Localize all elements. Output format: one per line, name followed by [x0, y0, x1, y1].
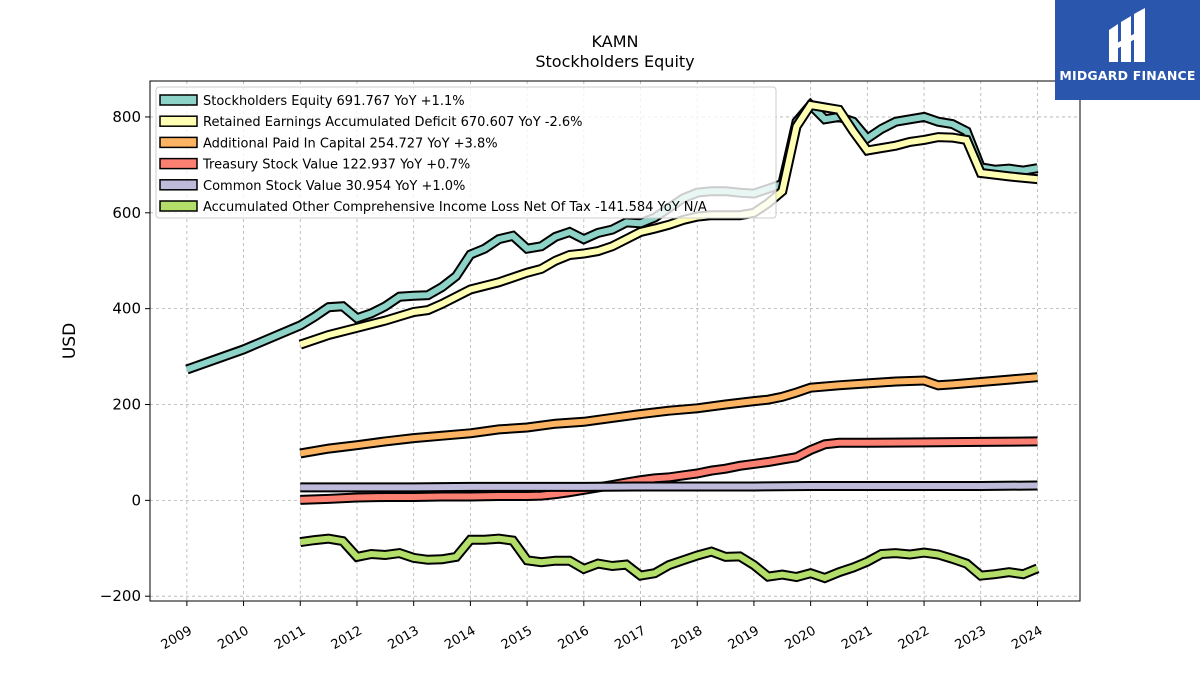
x-tick-label: 2014	[442, 623, 478, 653]
legend-swatch	[159, 115, 198, 127]
series-6	[299, 533, 1040, 584]
x-tick-label: 2017	[612, 623, 648, 653]
y-tick-label: 400	[112, 300, 141, 318]
y-tick-label: 0	[131, 491, 141, 509]
x-tick-label: 2009	[159, 623, 195, 653]
series-3	[299, 372, 1038, 459]
legend-swatch	[159, 179, 198, 191]
series-line	[299, 535, 1039, 582]
series-4	[300, 436, 1038, 505]
y-tick-label: 800	[112, 108, 141, 126]
plot-frame	[149, 80, 1081, 602]
legend-label: Additional Paid In Capital 254.727 YoY +…	[203, 136, 498, 151]
x-tick-label: 2021	[839, 623, 875, 653]
legend-swatch	[159, 200, 198, 212]
x-tick-label: 2020	[782, 623, 818, 653]
y-tick-label: 200	[112, 396, 141, 414]
brand-name: MIDGARD FINANCE	[1059, 68, 1196, 83]
x-tick-label: 2016	[556, 623, 592, 653]
legend-label: Treasury Stock Value 122.937 YoY +0.7%	[202, 158, 470, 173]
x-tick-label: 2013	[386, 623, 422, 653]
legend-swatch	[159, 136, 198, 149]
x-tick-label: 2012	[329, 623, 365, 653]
midgard-logo-icon	[1109, 8, 1145, 62]
legend-box	[155, 86, 777, 219]
chart-title: KAMN	[592, 32, 639, 51]
x-tick-label: 2023	[953, 623, 989, 653]
series-line	[300, 482, 1038, 491]
y-axis-label: USD	[60, 323, 80, 359]
legend-label: Common Stock Value 30.954 YoY +1.0%	[203, 179, 465, 194]
legend-swatch	[159, 94, 198, 106]
x-tick-label: 2022	[896, 623, 932, 653]
brand-logo: MIDGARD FINANCE	[1055, 0, 1200, 100]
legend: Stockholders Equity 691.767 YoY +1.1% Ret…	[155, 86, 777, 219]
chart-subtitle: Stockholders Equity	[535, 52, 694, 71]
x-tick-label: 2010	[215, 623, 251, 653]
y-tick-label: −200	[100, 587, 141, 605]
legend-label: Accumulated Other Comprehensive Income L…	[203, 200, 707, 215]
x-tick-label: 2015	[499, 623, 535, 653]
x-tick-label: 2018	[669, 623, 705, 653]
y-tick-label: 600	[112, 204, 141, 222]
series-line	[300, 438, 1038, 503]
series-5	[300, 480, 1038, 493]
legend-label: Stockholders Equity 691.767 YoY +1.1%	[203, 94, 465, 109]
x-tick-label: 2019	[726, 623, 762, 653]
series-line	[299, 374, 1038, 457]
x-tick-label: 2011	[272, 623, 308, 653]
legend-swatch	[159, 157, 198, 170]
legend-label: Retained Earnings Accumulated Deficit 67…	[203, 115, 582, 130]
x-tick-label: 2024	[1009, 623, 1045, 653]
